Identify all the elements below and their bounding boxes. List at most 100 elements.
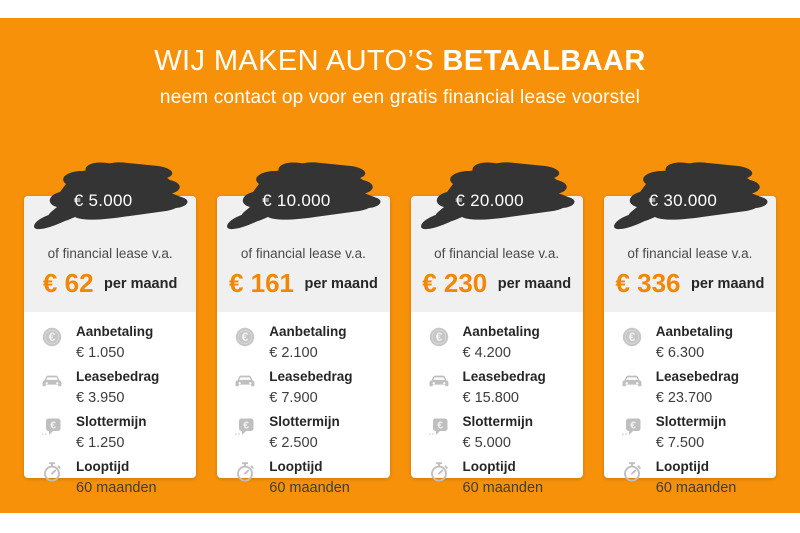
spec-item: € Aanbetaling € 6.300: [620, 324, 766, 362]
per-month-label: per maand: [103, 275, 178, 292]
spec-text: Aanbetaling € 1.050: [76, 324, 153, 362]
per-month-label: per maand: [690, 275, 765, 292]
price-bubble-icon: €: [620, 415, 644, 439]
spec-label: Leasebedrag: [462, 369, 546, 384]
monthly-price: € 336: [615, 268, 681, 298]
spec-text: Slottermijn € 1.250: [76, 414, 147, 452]
price-bubble-icon: €: [427, 415, 451, 439]
car-icon: [620, 370, 644, 394]
svg-text:€: €: [435, 330, 442, 344]
stopwatch-icon: [233, 460, 257, 484]
spec-text: Leasebedrag € 15.800: [463, 369, 546, 407]
spec-text: Looptijd 60 maanden: [463, 459, 544, 497]
spec-item: € Aanbetaling € 1.050: [40, 324, 186, 362]
spec-text: Leasebedrag € 7.900: [269, 369, 352, 407]
monthly-line: € 230 per maand: [417, 268, 577, 299]
spec-label: Leasebedrag: [269, 369, 353, 384]
stopwatch-icon: [620, 460, 644, 484]
spec-item: Leasebedrag € 15.800: [427, 369, 573, 407]
euro-coin-icon: €: [427, 325, 451, 349]
lease-card: € 20.000 of financial lease v.a. € 230 p…: [410, 162, 583, 496]
car-icon: [427, 370, 451, 394]
monthly-price: € 230: [422, 268, 488, 298]
card-header: of financial lease v.a. € 230 per maand: [410, 196, 583, 312]
cards-row: € 5.000 of financial lease v.a. € 62 per…: [24, 162, 776, 496]
spec-label: Looptijd: [269, 459, 323, 474]
spec-value: 60 maanden: [76, 479, 157, 496]
spec-label: Looptijd: [655, 459, 709, 474]
spec-value: € 1.050: [76, 344, 125, 361]
main-title-bold: BETAALBAAR: [442, 45, 646, 77]
spec-value: € 2.500: [269, 434, 318, 451]
spec-value: 60 maanden: [462, 479, 544, 496]
spec-item: € Slottermijn € 2.500: [233, 414, 379, 452]
card-header: of financial lease v.a. € 161 per maand: [217, 196, 390, 312]
car-icon: [40, 370, 64, 394]
spec-value: € 5.000: [462, 434, 511, 451]
spec-text: Aanbetaling € 2.100: [269, 324, 346, 362]
spec-item: € Slottermijn € 7.500: [620, 414, 766, 452]
spec-value: € 6.300: [655, 344, 705, 361]
stopwatch-icon: [427, 460, 451, 484]
euro-coin-icon: €: [620, 325, 644, 349]
lease-card: € 10.000 of financial lease v.a. € 161 p…: [217, 162, 390, 496]
spec-value: € 3.950: [76, 389, 125, 406]
spec-label: Slottermijn: [269, 414, 340, 429]
euro-coin-icon: €: [233, 325, 257, 349]
card-header: of financial lease v.a. € 62 per maand: [24, 196, 197, 312]
monthly-line: € 336 per maand: [610, 268, 770, 299]
monthly-price: € 62: [42, 268, 94, 298]
spec-text: Looptijd 60 maanden: [76, 459, 157, 497]
spec-text: Aanbetaling € 6.300: [656, 324, 733, 362]
spec-value: € 23.700: [655, 389, 713, 406]
spec-label: Leasebedrag: [655, 369, 740, 384]
spec-text: Leasebedrag € 3.950: [76, 369, 159, 407]
svg-text:€: €: [50, 420, 56, 432]
spec-text: Slottermijn € 5.000: [463, 414, 534, 452]
svg-text:€: €: [628, 330, 635, 344]
main-title: WIJ MAKEN AUTO’S BETAALBAAR: [0, 45, 800, 78]
spec-item: € Slottermijn € 5.000: [427, 414, 573, 452]
svg-text:€: €: [49, 330, 56, 344]
spec-text: Slottermijn € 2.500: [269, 414, 340, 452]
spec-value: 60 maanden: [269, 479, 350, 496]
spec-text: Looptijd 60 maanden: [656, 459, 737, 497]
spec-label: Looptijd: [462, 459, 516, 474]
spec-item: € Aanbetaling € 4.200: [427, 324, 573, 362]
spec-item: Leasebedrag € 23.700: [620, 369, 766, 407]
per-month-label: per maand: [497, 275, 572, 292]
orange-background: WIJ MAKEN AUTO’S BETAALBAAR neem contact…: [0, 18, 800, 513]
spec-value: € 15.800: [462, 389, 519, 406]
per-month-label: per maand: [304, 275, 378, 292]
banner-header: WIJ MAKEN AUTO’S BETAALBAAR neem contact…: [0, 45, 800, 109]
spec-label: Slottermijn: [655, 414, 727, 429]
monthly-line: € 62 per maand: [30, 268, 190, 299]
spec-list: € Aanbetaling € 2.100 Leasebedrag € 7.900 € Sl…: [217, 312, 389, 514]
spec-item: Leasebedrag € 7.900: [233, 369, 379, 407]
spec-label: Aanbetaling: [462, 324, 540, 339]
main-title-regular: WIJ MAKEN AUTO’S: [154, 45, 443, 77]
spec-value: € 7.500: [655, 434, 705, 451]
spec-value: 60 maanden: [655, 479, 737, 496]
svg-text:€: €: [242, 330, 249, 344]
spec-label: Slottermijn: [76, 414, 147, 429]
spec-text: Looptijd 60 maanden: [269, 459, 350, 497]
svg-text:€: €: [437, 420, 443, 432]
spec-text: Slottermijn € 7.500: [656, 414, 727, 452]
monthly-price: € 161: [228, 268, 295, 298]
price-bubble-icon: €: [40, 415, 64, 439]
spec-value: € 1.250: [76, 434, 125, 451]
spec-list: € Aanbetaling € 1.050 Leasebedrag € 3.950 € Sl…: [24, 312, 196, 514]
lease-intro-label: of financial lease v.a.: [240, 246, 366, 261]
spec-text: Aanbetaling € 4.200: [463, 324, 540, 362]
spec-item: Looptijd 60 maanden: [620, 459, 766, 497]
spec-value: € 4.200: [462, 344, 511, 361]
spec-item: € Aanbetaling € 2.100: [233, 324, 379, 362]
lease-intro-label: of financial lease v.a.: [434, 246, 560, 261]
spec-item: Looptijd 60 maanden: [427, 459, 573, 497]
lease-intro-label: of financial lease v.a.: [47, 246, 173, 261]
spec-value: € 2.100: [269, 344, 318, 361]
spec-label: Slottermijn: [462, 414, 534, 429]
spec-label: Aanbetaling: [655, 324, 734, 339]
